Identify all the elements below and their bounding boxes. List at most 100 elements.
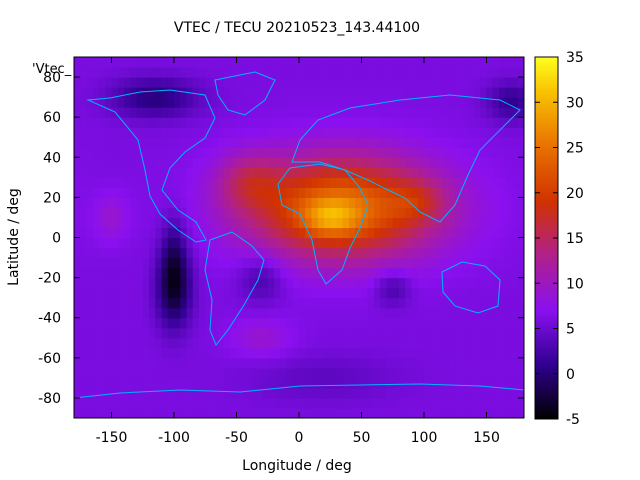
heatmap-cell bbox=[492, 297, 500, 309]
heatmap-cell bbox=[211, 327, 219, 339]
heatmap-cell bbox=[361, 317, 369, 329]
heatmap-cell bbox=[517, 87, 524, 98]
heatmap-cell bbox=[249, 297, 256, 309]
heatmap-cell bbox=[111, 187, 119, 198]
heatmap-cell bbox=[155, 77, 163, 88]
heatmap-cell bbox=[380, 147, 388, 158]
heatmap-cell bbox=[249, 127, 256, 138]
heatmap-cell bbox=[305, 317, 313, 329]
heatmap-cell bbox=[161, 87, 169, 98]
heatmap-cell bbox=[124, 337, 131, 349]
heatmap-cell bbox=[311, 87, 319, 98]
heatmap-cell bbox=[392, 157, 400, 168]
heatmap-cell bbox=[442, 227, 450, 239]
heatmap-cell bbox=[217, 287, 225, 299]
heatmap-cell bbox=[411, 347, 419, 359]
heatmap-cell bbox=[292, 347, 300, 359]
heatmap-cell bbox=[405, 347, 413, 359]
heatmap-cell bbox=[161, 267, 169, 279]
heatmap-cell bbox=[199, 367, 206, 379]
heatmap-cell bbox=[467, 177, 475, 188]
heatmap-cell bbox=[299, 407, 306, 418]
heatmap-cell bbox=[205, 67, 213, 78]
heatmap-cell bbox=[255, 287, 263, 299]
heatmap-cell bbox=[261, 87, 269, 98]
heatmap-cell bbox=[230, 307, 238, 319]
heatmap-cell bbox=[180, 117, 188, 128]
heatmap-cell bbox=[117, 307, 125, 319]
x-tick-label: -150 bbox=[96, 430, 128, 446]
heatmap-cell bbox=[336, 147, 344, 158]
heatmap-cell bbox=[261, 387, 269, 399]
heatmap-cell bbox=[467, 297, 475, 309]
heatmap-cell bbox=[130, 177, 138, 188]
heatmap-cell bbox=[242, 87, 250, 98]
heatmap-cell bbox=[436, 197, 444, 209]
heatmap-cell bbox=[180, 257, 188, 269]
heatmap-cell bbox=[130, 127, 138, 138]
heatmap-cell bbox=[161, 367, 169, 379]
heatmap-cell bbox=[330, 317, 338, 329]
heatmap-cell bbox=[499, 357, 506, 369]
heatmap-cell bbox=[399, 137, 406, 148]
heatmap-cell bbox=[199, 77, 206, 88]
heatmap-cell bbox=[480, 317, 488, 329]
heatmap-cell bbox=[130, 137, 138, 148]
heatmap-cell bbox=[124, 197, 131, 209]
heatmap-cell bbox=[349, 247, 356, 259]
heatmap-cell bbox=[305, 67, 313, 78]
heatmap-cell bbox=[449, 347, 456, 359]
heatmap-cell bbox=[136, 377, 144, 389]
heatmap-cell bbox=[467, 227, 475, 239]
heatmap-cell bbox=[105, 407, 113, 418]
heatmap-cell bbox=[86, 197, 94, 209]
heatmap-cell bbox=[442, 347, 450, 359]
heatmap-cell bbox=[236, 217, 244, 229]
heatmap-cell bbox=[417, 227, 425, 239]
heatmap-cell bbox=[455, 167, 463, 178]
heatmap-cell bbox=[142, 347, 150, 359]
heatmap-cell bbox=[230, 367, 238, 379]
heatmap-cell bbox=[192, 107, 200, 118]
heatmap-cell bbox=[374, 177, 381, 188]
heatmap-cell bbox=[286, 277, 294, 289]
heatmap-cell bbox=[74, 297, 81, 309]
heatmap-cell bbox=[280, 187, 288, 198]
heatmap-cell bbox=[292, 267, 300, 279]
heatmap-cell bbox=[486, 147, 494, 158]
heatmap-cell bbox=[417, 187, 425, 198]
heatmap-cell bbox=[274, 387, 281, 399]
heatmap-cell bbox=[286, 57, 294, 68]
north-america-outline bbox=[86, 89, 216, 243]
heatmap-cell bbox=[99, 407, 106, 418]
heatmap-cell bbox=[461, 297, 469, 309]
heatmap-cell bbox=[380, 297, 388, 309]
heatmap-cell bbox=[274, 77, 281, 88]
heatmap-cell bbox=[305, 397, 313, 409]
heatmap-cell bbox=[442, 87, 450, 98]
heatmap-cell bbox=[180, 217, 188, 229]
heatmap-cell bbox=[180, 97, 188, 108]
heatmap-cell bbox=[230, 317, 238, 329]
heatmap-cell bbox=[161, 357, 169, 369]
heatmap-cell bbox=[386, 127, 394, 138]
heatmap-cell bbox=[99, 247, 106, 259]
heatmap-cell bbox=[380, 317, 388, 329]
heatmap-cell bbox=[349, 307, 356, 319]
heatmap-cell bbox=[261, 407, 269, 418]
heatmap-cell bbox=[474, 407, 481, 418]
heatmap-cell bbox=[111, 57, 119, 68]
heatmap-cell bbox=[436, 137, 444, 148]
heatmap-cell bbox=[492, 287, 500, 299]
heatmap-cell bbox=[474, 57, 481, 68]
heatmap-cell bbox=[361, 167, 369, 178]
heatmap-cell bbox=[86, 237, 94, 249]
heatmap-cell bbox=[74, 147, 81, 158]
heatmap-cell bbox=[486, 87, 494, 98]
heatmap-cell bbox=[480, 207, 488, 219]
heatmap-cell bbox=[117, 77, 125, 88]
heatmap-cell bbox=[374, 257, 381, 269]
heatmap-cell bbox=[255, 127, 263, 138]
heatmap-cell bbox=[361, 97, 369, 108]
heatmap-cell bbox=[480, 407, 488, 418]
